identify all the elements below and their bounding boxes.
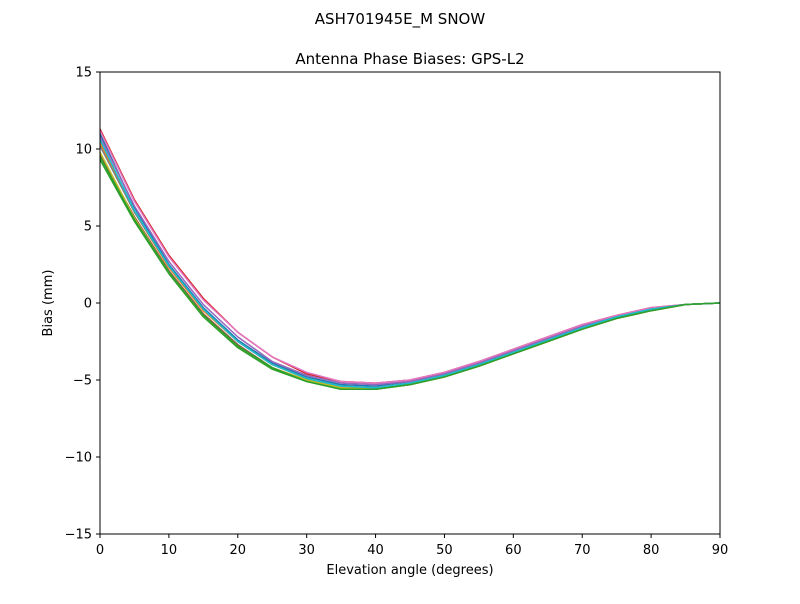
series-line-8 <box>99 145 721 389</box>
series-line-6 <box>99 154 721 390</box>
x-axis-label: Elevation angle (degrees) <box>326 563 493 578</box>
x-tick-label: 40 <box>367 543 384 558</box>
x-tick-label: 80 <box>643 543 660 558</box>
plot-frame <box>99 71 721 535</box>
x-tick-label: 90 <box>712 543 729 558</box>
series-line-4 <box>99 128 721 384</box>
series-line-7 <box>99 130 721 384</box>
x-tick-label: 60 <box>505 543 522 558</box>
series-line-5 <box>99 136 721 386</box>
series-line-1 <box>99 133 721 387</box>
y-tick-label: −5 <box>73 374 92 389</box>
chart-suptitle: ASH701945E_M SNOW <box>315 10 486 29</box>
series-line-10 <box>99 139 721 389</box>
x-tick-label: 10 <box>161 543 178 558</box>
x-tick-label: 0 <box>96 543 104 558</box>
y-tick-label: 0 <box>84 297 92 312</box>
series-line-3 <box>99 159 721 390</box>
series-line-2 <box>99 142 721 389</box>
y-tick-label: 10 <box>75 143 92 158</box>
y-tick-label: 5 <box>84 220 92 235</box>
series-line-9 <box>99 151 721 390</box>
chart-title: Antenna Phase Biases: GPS-L2 <box>295 50 524 68</box>
ticks-group: 0 10 20 30 40 50 60 70 80 90 −15 −10 −5 0 5 10 15 <box>65 66 729 559</box>
x-tick-label: 50 <box>436 543 453 558</box>
y-tick-label: 15 <box>75 66 92 81</box>
x-tick-label: 20 <box>230 543 247 558</box>
y-axis-label: Bias (mm) <box>41 270 56 337</box>
x-tick-label: 70 <box>574 543 591 558</box>
y-tick-label: −10 <box>65 451 92 466</box>
y-tick-label: −15 <box>65 528 92 543</box>
series-group <box>99 128 721 390</box>
series-line-11 <box>99 156 721 390</box>
x-tick-label: 30 <box>298 543 315 558</box>
